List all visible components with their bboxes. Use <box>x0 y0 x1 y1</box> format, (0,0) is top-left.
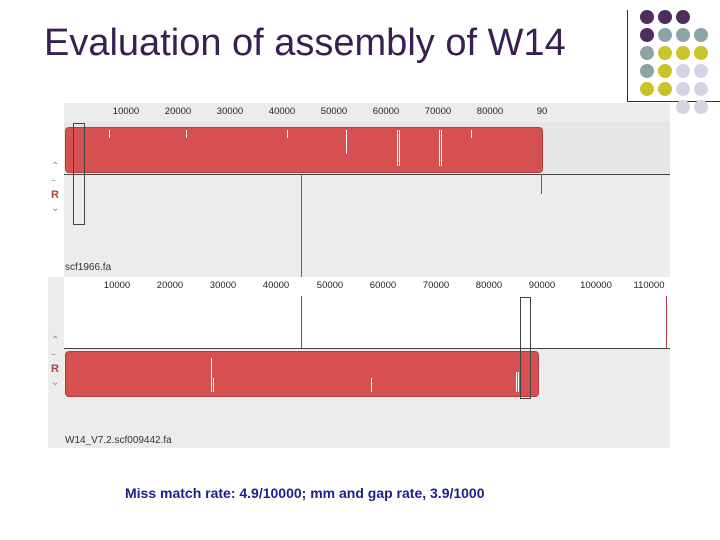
ruler-tick: 60000 <box>372 106 400 117</box>
mismatch-mark <box>213 378 214 392</box>
top-track-name: scf1966.fa <box>65 262 112 273</box>
bottom-alignment-panel: ⌃ – R ⌄ 10000 20000 30000 40000 50000 60… <box>48 277 670 448</box>
highlight-box[interactable] <box>73 123 85 225</box>
divider-icon: – <box>51 175 56 186</box>
top-track-divider <box>64 174 670 175</box>
ruler-tick: 90000 <box>528 280 556 291</box>
mismatch-mark <box>471 130 472 138</box>
alignment-bar[interactable] <box>65 127 543 173</box>
decor-dot <box>658 82 672 96</box>
bottom-track-sidebar: ⌃ – R ⌄ <box>48 277 64 448</box>
decor-dot <box>694 100 708 114</box>
highlight-box[interactable] <box>520 297 531 399</box>
scroll-up-icon[interactable]: ⌃ <box>51 161 60 172</box>
scroll-down-icon[interactable]: ⌄ <box>51 377 60 388</box>
mismatch-mark <box>211 358 212 392</box>
decor-dot <box>694 82 708 96</box>
alignment-viewer: ⌃ – R ⌄ 10000 20000 30000 40000 50000 60… <box>48 103 670 448</box>
reverse-toggle[interactable]: R <box>51 363 59 375</box>
decor-dot <box>640 82 654 96</box>
ruler-tick: 70000 <box>422 280 450 291</box>
decor-dot <box>658 10 672 24</box>
mismatch-mark <box>518 372 519 392</box>
mismatch-mark <box>346 130 347 154</box>
ruler-tick: 80000 <box>475 280 503 291</box>
ruler-tick: 80000 <box>476 106 504 117</box>
ruler-tick: 100000 <box>580 280 612 291</box>
decor-dot <box>676 28 690 42</box>
mapping-line <box>301 174 302 277</box>
ruler-tick: 90 <box>536 106 548 117</box>
ruler-tick: 70000 <box>424 106 452 117</box>
ruler-tick: 20000 <box>156 280 184 291</box>
mismatch-mark <box>186 130 187 138</box>
bottom-ruler: 10000 20000 30000 40000 50000 60000 7000… <box>64 277 670 296</box>
divider-icon: – <box>51 349 56 360</box>
ruler-tick: 10000 <box>112 106 140 117</box>
mismatch-mark <box>397 130 398 166</box>
mismatch-mark <box>439 130 440 166</box>
decor-dot <box>640 46 654 60</box>
decor-dot <box>694 46 708 60</box>
decor-dot <box>640 64 654 78</box>
decor-vertical-line <box>627 10 628 102</box>
bottom-track-divider <box>64 348 670 349</box>
decor-dot <box>694 64 708 78</box>
scroll-down-icon[interactable]: ⌄ <box>51 203 60 214</box>
decor-dot <box>640 28 654 42</box>
top-track-lower-area <box>64 174 670 277</box>
ruler-tick: 40000 <box>262 280 290 291</box>
top-track-sidebar: ⌃ – R ⌄ <box>48 103 64 277</box>
ruler-tick: 60000 <box>369 280 397 291</box>
ruler-tick: 50000 <box>316 280 344 291</box>
bottom-track-name: W14_V7.2.scf009442.fa <box>65 435 172 446</box>
decorative-dot-grid <box>0 0 720 120</box>
ruler-tick: 110000 <box>633 280 665 291</box>
decor-dot <box>676 100 690 114</box>
ruler-tick: 40000 <box>268 106 296 117</box>
mismatch-mark <box>399 130 400 166</box>
ruler-tick: 50000 <box>320 106 348 117</box>
decor-dot <box>676 82 690 96</box>
alignment-bar[interactable] <box>65 351 539 397</box>
mapping-line <box>301 296 302 348</box>
decor-dot <box>676 10 690 24</box>
end-tick <box>541 174 542 194</box>
decor-dot <box>640 10 654 24</box>
mismatch-mark <box>516 372 517 392</box>
mismatch-mark <box>371 378 372 392</box>
decor-dot <box>694 28 708 42</box>
ruler-tick: 30000 <box>209 280 237 291</box>
decor-dot <box>658 46 672 60</box>
decor-dot <box>658 28 672 42</box>
decor-dot <box>676 64 690 78</box>
ruler-tick: 10000 <box>103 280 131 291</box>
end-tick <box>666 296 667 348</box>
scroll-up-icon[interactable]: ⌃ <box>51 335 60 346</box>
reverse-toggle[interactable]: R <box>51 189 59 201</box>
slide-caption: Miss match rate: 4.9/10000; mm and gap r… <box>125 485 485 501</box>
bottom-track-upper-area <box>64 296 670 348</box>
mismatch-mark <box>287 130 288 138</box>
decor-horizontal-line <box>627 101 720 102</box>
mismatch-mark <box>109 130 110 138</box>
slide-title: Evaluation of assembly of W14 <box>44 22 566 64</box>
mismatch-mark <box>441 130 442 166</box>
top-ruler: 10000 20000 30000 40000 50000 60000 7000… <box>64 103 670 122</box>
decor-dot <box>658 64 672 78</box>
ruler-tick: 20000 <box>164 106 192 117</box>
decor-dot <box>676 46 690 60</box>
ruler-tick: 30000 <box>216 106 244 117</box>
top-alignment-panel: ⌃ – R ⌄ 10000 20000 30000 40000 50000 60… <box>48 103 670 277</box>
